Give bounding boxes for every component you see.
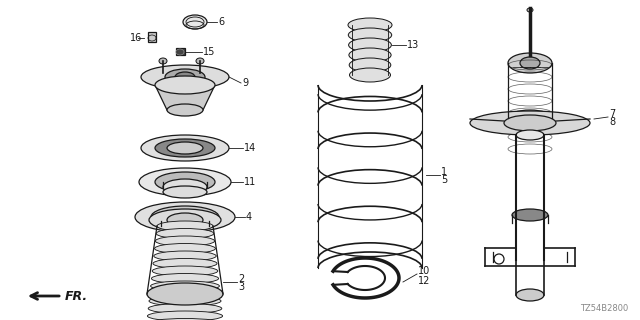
- Ellipse shape: [163, 179, 207, 195]
- Ellipse shape: [147, 311, 223, 320]
- Text: 7: 7: [609, 109, 615, 119]
- Ellipse shape: [348, 18, 392, 32]
- Ellipse shape: [512, 209, 548, 221]
- Ellipse shape: [152, 266, 218, 276]
- Text: 14: 14: [244, 143, 256, 153]
- Text: 12: 12: [418, 276, 430, 286]
- Ellipse shape: [156, 228, 214, 238]
- Ellipse shape: [165, 69, 205, 85]
- Text: 16: 16: [130, 33, 142, 43]
- Ellipse shape: [348, 28, 392, 42]
- Ellipse shape: [504, 115, 556, 131]
- Bar: [148, 32, 156, 42]
- Ellipse shape: [196, 58, 204, 64]
- Ellipse shape: [183, 15, 207, 29]
- Text: 4: 4: [246, 212, 252, 222]
- Ellipse shape: [167, 142, 203, 154]
- Ellipse shape: [167, 213, 203, 227]
- Ellipse shape: [147, 283, 223, 305]
- Ellipse shape: [155, 139, 215, 157]
- Text: 8: 8: [609, 117, 615, 127]
- Text: TZ54B2800: TZ54B2800: [580, 304, 628, 313]
- Ellipse shape: [150, 281, 220, 291]
- Ellipse shape: [141, 135, 229, 161]
- Bar: [175, 48, 184, 55]
- Text: 11: 11: [244, 177, 256, 187]
- Ellipse shape: [527, 8, 533, 12]
- Ellipse shape: [161, 220, 209, 232]
- Ellipse shape: [349, 48, 391, 62]
- Ellipse shape: [349, 38, 392, 52]
- Text: 1: 1: [441, 167, 447, 177]
- Text: 13: 13: [407, 40, 419, 50]
- Ellipse shape: [159, 58, 167, 64]
- Ellipse shape: [155, 76, 215, 94]
- Ellipse shape: [154, 251, 216, 261]
- Ellipse shape: [151, 206, 219, 228]
- Ellipse shape: [163, 186, 207, 198]
- Text: 6: 6: [218, 17, 224, 27]
- Polygon shape: [155, 85, 215, 110]
- Ellipse shape: [349, 68, 390, 82]
- Text: 3: 3: [238, 282, 244, 292]
- Ellipse shape: [516, 289, 544, 301]
- Ellipse shape: [155, 172, 215, 192]
- Ellipse shape: [349, 58, 391, 72]
- Text: 9: 9: [242, 78, 248, 88]
- Text: 5: 5: [441, 175, 447, 185]
- Ellipse shape: [156, 236, 214, 246]
- Ellipse shape: [175, 72, 195, 82]
- Ellipse shape: [516, 130, 544, 140]
- Ellipse shape: [470, 111, 590, 135]
- Ellipse shape: [141, 65, 229, 89]
- Ellipse shape: [508, 53, 552, 73]
- Ellipse shape: [150, 289, 220, 299]
- Ellipse shape: [161, 213, 209, 229]
- Ellipse shape: [147, 318, 223, 320]
- Ellipse shape: [139, 168, 231, 196]
- Ellipse shape: [153, 259, 217, 268]
- Text: FR.: FR.: [65, 290, 88, 302]
- Ellipse shape: [508, 110, 552, 126]
- Text: 10: 10: [418, 266, 430, 276]
- Ellipse shape: [520, 57, 540, 69]
- Text: 2: 2: [238, 274, 244, 284]
- Text: 15: 15: [203, 47, 216, 57]
- Ellipse shape: [152, 274, 219, 284]
- Ellipse shape: [149, 296, 221, 306]
- Ellipse shape: [148, 303, 222, 314]
- Ellipse shape: [157, 221, 213, 231]
- Ellipse shape: [135, 202, 235, 232]
- Ellipse shape: [167, 104, 203, 116]
- Ellipse shape: [155, 244, 216, 253]
- Ellipse shape: [149, 209, 221, 231]
